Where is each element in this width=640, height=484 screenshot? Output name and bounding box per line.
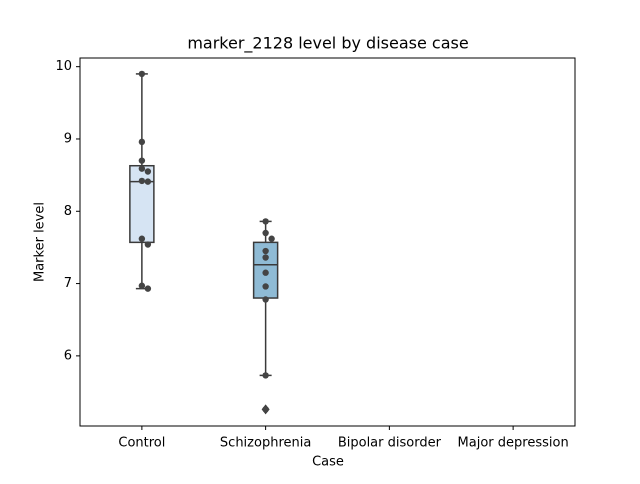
strip-point	[262, 229, 269, 237]
strip-point	[138, 282, 146, 289]
x-tick-label: Control	[118, 436, 165, 451]
x-tick-label: Schizophrenia	[220, 436, 311, 451]
strip-point	[138, 70, 146, 78]
strip-point	[138, 165, 146, 172]
y-axis-label: Marker level	[33, 202, 48, 282]
strip-point	[262, 406, 269, 413]
strip-point	[262, 372, 269, 379]
strip-point	[144, 285, 152, 292]
x-tick-label: Bipolar disorder	[338, 436, 442, 451]
strip-point	[262, 218, 269, 225]
strip-point	[268, 235, 275, 242]
strip-point	[262, 254, 269, 261]
strip-point	[138, 138, 146, 146]
strip-point	[144, 241, 152, 248]
strip-point	[262, 296, 269, 303]
strip-point	[138, 177, 146, 185]
plot-frame	[79, 57, 576, 427]
strip-point	[262, 283, 269, 290]
y-tick-label: 8	[64, 204, 72, 219]
strip-point	[262, 269, 269, 276]
y-tick-label: 7	[64, 276, 72, 291]
y-tick-label: 9	[64, 131, 72, 146]
strip-point	[144, 168, 152, 175]
x-axis-label: Case	[312, 455, 344, 470]
x-tick-label: Major depression	[458, 436, 569, 451]
strip-point	[138, 157, 146, 164]
strip-point	[144, 178, 152, 185]
chart-title: marker_2128 level by disease case	[187, 34, 468, 54]
y-tick-label: 10	[55, 59, 72, 74]
box	[129, 164, 155, 244]
strip-point	[262, 247, 269, 255]
y-tick-label: 6	[64, 348, 72, 363]
strip-point	[138, 235, 146, 242]
